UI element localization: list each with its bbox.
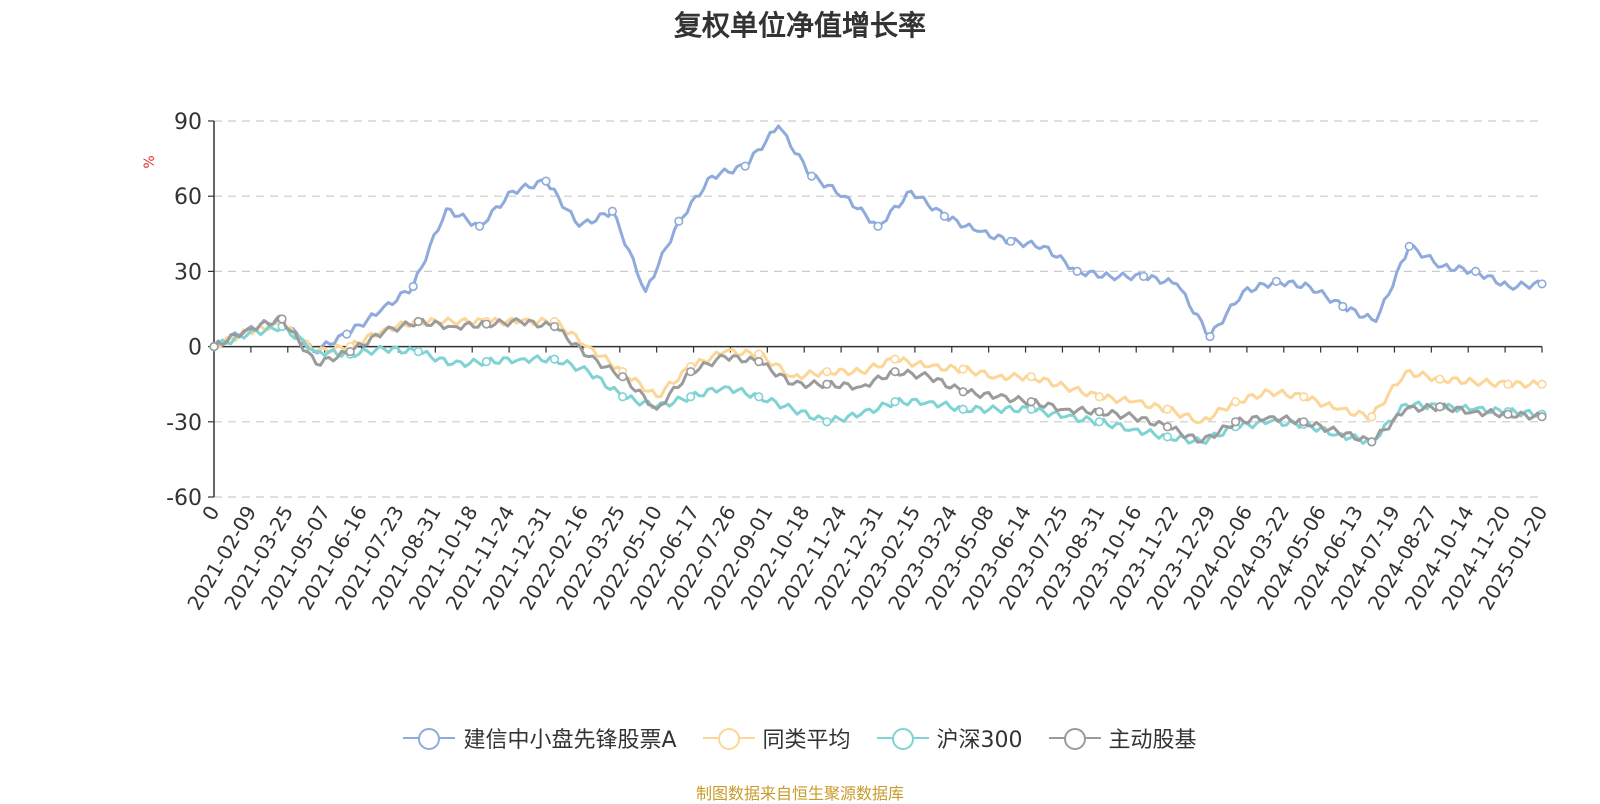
chart-title: 复权单位净值增长率 <box>673 9 926 42</box>
data-point <box>345 347 355 357</box>
y-axis-label: % <box>142 155 158 168</box>
data-point <box>549 321 560 332</box>
data-point <box>1026 372 1036 382</box>
data-point <box>481 357 492 367</box>
data-point <box>618 372 628 382</box>
legend-item[interactable]: 沪深300 <box>876 722 1023 754</box>
data-point <box>958 364 968 374</box>
data-point <box>1072 266 1082 277</box>
data-point <box>873 221 883 231</box>
data-point <box>1138 271 1149 282</box>
data-point <box>408 281 418 292</box>
data-point <box>1006 236 1016 246</box>
data-point <box>1470 266 1481 277</box>
data-point <box>618 392 628 402</box>
data-point <box>686 367 696 377</box>
data-point <box>1299 417 1309 427</box>
data-point <box>1435 402 1445 412</box>
data-point <box>754 349 764 359</box>
data-point <box>541 176 551 186</box>
y-tick-label: 60 <box>174 185 202 210</box>
y-tick-label: -30 <box>166 411 202 436</box>
legend-line-icon <box>702 728 755 750</box>
axis-labels: 9060300-30-6002021-02-092021-03-252021-0… <box>166 110 1552 614</box>
data-point <box>1205 331 1215 342</box>
data-point <box>277 314 287 324</box>
data-point <box>475 221 485 231</box>
data-point <box>1537 379 1547 389</box>
data-point <box>1537 412 1547 422</box>
legend: 建信中小盘先锋股票A 同类平均 沪深300 主动股基 <box>0 722 1600 754</box>
data-point <box>1026 404 1036 414</box>
legend-label: 沪深300 <box>936 728 1023 753</box>
series-line <box>212 124 1543 355</box>
data-point <box>209 342 219 352</box>
data-point <box>1367 437 1377 447</box>
legend-item[interactable]: 同类平均 <box>702 722 851 754</box>
y-tick-label: -60 <box>166 486 202 511</box>
series-line <box>213 324 1543 445</box>
data-point <box>1271 276 1281 287</box>
axes <box>208 120 1543 498</box>
legend-label: 主动股基 <box>1108 728 1197 753</box>
data-point <box>481 319 492 329</box>
legend-line-icon <box>876 728 929 750</box>
data-point <box>413 347 423 357</box>
data-point <box>939 211 950 221</box>
data-point <box>1435 374 1445 384</box>
data-point <box>1094 417 1104 427</box>
data-point <box>1503 379 1513 389</box>
data-point <box>674 216 684 226</box>
legend-label: 同类平均 <box>762 728 851 753</box>
data-point <box>958 387 968 397</box>
data-point <box>1230 417 1241 427</box>
legend-label: 建信中小盘先锋股票A <box>463 728 677 753</box>
data-point <box>413 316 423 327</box>
data-point <box>754 392 764 402</box>
data-point <box>740 161 750 171</box>
data-source-note: 制图数据来自恒生聚源数据库 <box>695 784 904 803</box>
data-point <box>890 367 900 377</box>
legend-line-icon <box>403 728 456 750</box>
data-point <box>1230 397 1241 407</box>
data-point <box>1338 301 1348 312</box>
data-point <box>806 171 817 181</box>
data-point <box>1094 392 1104 402</box>
data-point <box>958 404 968 414</box>
legend-item[interactable]: 主动股基 <box>1048 722 1197 754</box>
series-lines <box>209 124 1547 447</box>
data-point <box>1404 241 1414 251</box>
legend-item[interactable]: 建信中小盘先锋股票A <box>403 722 677 754</box>
data-point <box>1537 279 1547 289</box>
series-line <box>212 315 1543 444</box>
data-point <box>1503 409 1513 419</box>
data-point <box>1299 392 1309 402</box>
data-point <box>822 379 832 389</box>
data-point <box>890 354 900 364</box>
data-point <box>822 367 832 377</box>
data-point <box>1162 404 1173 414</box>
data-point <box>1026 397 1036 407</box>
data-point <box>754 357 764 367</box>
y-tick-label: 30 <box>174 260 202 285</box>
x-tick-label: 0 <box>197 502 224 525</box>
data-point <box>342 329 352 339</box>
data-point <box>607 206 618 216</box>
data-point <box>1094 407 1104 417</box>
y-tick-label: 90 <box>174 110 202 135</box>
data-point <box>822 417 832 427</box>
data-point <box>1162 432 1173 442</box>
data-point <box>890 397 900 407</box>
data-point <box>1367 412 1377 422</box>
data-point <box>686 392 696 402</box>
data-point <box>1162 422 1173 432</box>
legend-line-icon <box>1048 728 1101 750</box>
y-tick-label: 0 <box>188 336 202 361</box>
data-point <box>549 354 560 364</box>
